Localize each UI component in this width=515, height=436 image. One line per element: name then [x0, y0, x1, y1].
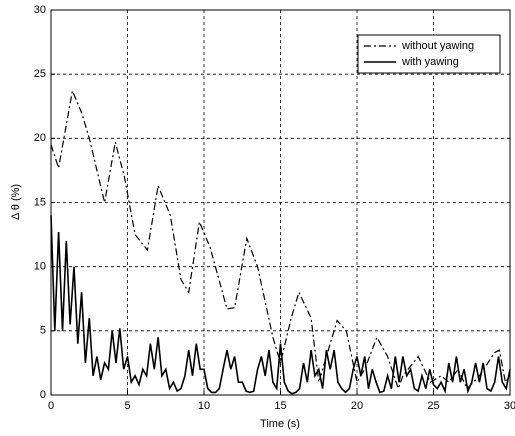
legend-label: without yawing: [401, 40, 474, 52]
legend-box: [357, 34, 501, 74]
y-tick-label: 15: [34, 196, 46, 208]
y-tick-label: 20: [34, 132, 46, 144]
x-axis-label: Time (s): [260, 418, 300, 430]
x-tick-label: 25: [427, 400, 439, 412]
y-tick-label: 0: [40, 389, 46, 401]
y-tick-label: 30: [34, 4, 46, 16]
y-tick-label: 25: [34, 68, 46, 80]
series-line: [50, 215, 511, 395]
x-tick-label: 5: [124, 400, 130, 412]
x-tick-label: 30: [504, 400, 515, 412]
legend-label: with yawing: [401, 56, 459, 68]
plot-frame: [50, 9, 511, 396]
y-tick-label: 5: [40, 325, 46, 337]
x-tick-label: 10: [198, 400, 210, 412]
y-axis-label: Δ θ (%): [10, 184, 22, 220]
x-tick-label: 15: [274, 400, 286, 412]
x-tick-label: 0: [48, 400, 54, 412]
y-tick-label: 10: [34, 261, 46, 273]
series-line: [50, 88, 511, 391]
x-tick-label: 20: [351, 400, 363, 412]
